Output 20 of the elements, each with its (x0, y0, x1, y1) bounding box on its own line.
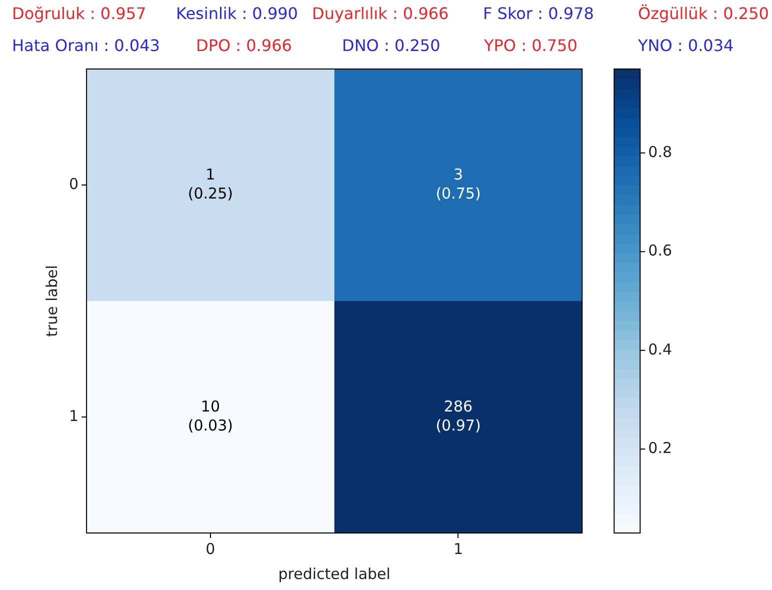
color-bar-label: 0.8 (648, 142, 672, 161)
color-bar-label: 0.4 (648, 340, 672, 358)
text: Özgüllük : 0.250 (638, 4, 769, 23)
text: YPO : 0.750 (484, 36, 578, 55)
text: DNO : 0.250 (342, 36, 440, 55)
text: Kesinlik : 0.990 (176, 4, 298, 23)
text: Doğruluk : 0.957 (12, 4, 146, 23)
data-label: 1 (0.25) (188, 165, 233, 202)
color-bar-label: 0.6 (648, 242, 672, 260)
data-label: 3 (0.75) (436, 165, 481, 202)
y-axis-title: true label (42, 265, 61, 337)
text: DPO : 0.966 (196, 36, 292, 55)
text: Duyarlılık : 0.966 (312, 4, 449, 23)
data-label: 286 (0.97) (436, 397, 481, 434)
text: Hata Oranı : 0.043 (12, 36, 160, 55)
x-axis-title: predicted label (278, 564, 390, 583)
data-label: 10 (0.03) (188, 397, 233, 434)
color-bar-label: 0.2 (648, 438, 672, 457)
text: YNO : 0.034 (638, 36, 734, 55)
text: F Skor : 0.978 (483, 4, 594, 23)
